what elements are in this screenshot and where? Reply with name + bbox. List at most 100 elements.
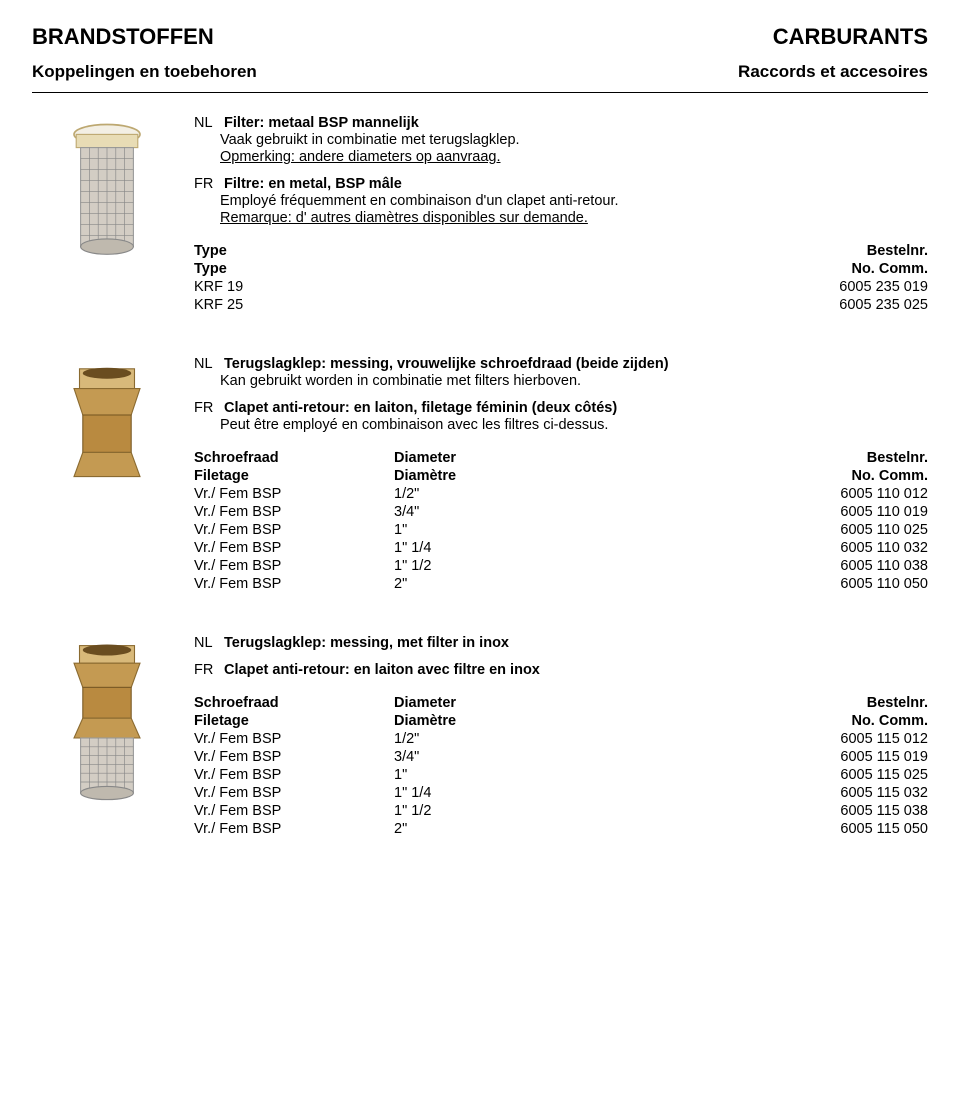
th-a: Type [194,260,394,278]
td-c: 6005 110 038 [788,557,928,575]
td-b: 1" [394,521,788,539]
td-c: 6005 110 019 [788,503,928,521]
table-header-row: Type No. Comm. [194,260,928,278]
td-c: 6005 110 050 [788,575,928,593]
nl-desc-line: Opmerking: andere diameters op aanvraag. [194,149,928,165]
td-b [394,296,788,314]
header-left-title: BRANDSTOFFEN [32,24,214,50]
td-a: Vr./ Fem BSP [194,557,394,575]
table-row: KRF 25 6005 235 025 [194,296,928,314]
th-a: Type [194,242,394,260]
filter-mesh-icon [52,119,162,262]
lang-prefix-fr: FR [194,176,220,192]
lang-prefix-nl: NL [194,635,220,651]
th-c: Bestelnr. [788,694,928,712]
th-a: Schroefraad [194,449,394,467]
td-b: 1" 1/2 [394,557,788,575]
td-b [394,278,788,296]
td-c: 6005 110 012 [788,485,928,503]
th-b: Diameter [394,449,788,467]
table-row: Vr./ Fem BSP1"6005 115 025 [194,766,928,784]
table-row: Vr./ Fem BSP1/2"6005 110 012 [194,485,928,503]
table-header-row: Schroefraad Diameter Bestelnr. [194,694,928,712]
td-b: 1" 1/2 [394,802,788,820]
page-subheader: Koppelingen en toebehoren Raccords et ac… [32,62,928,82]
td-a: Vr./ Fem BSP [194,748,394,766]
nl-title: Terugslagklep: messing, vrouwelijke schr… [224,356,669,372]
nl-title-line: NL Filter: metaal BSP mannelijk [194,115,928,131]
td-a: Vr./ Fem BSP [194,485,394,503]
td-c: 6005 235 019 [788,278,928,296]
table-header-row: Filetage Diamètre No. Comm. [194,467,928,485]
lang-prefix-fr: FR [194,662,220,678]
th-a: Filetage [194,467,394,485]
table-row: Vr./ Fem BSP2"6005 115 050 [194,820,928,838]
subheader-left: Koppelingen en toebehoren [32,62,257,82]
td-c: 6005 115 050 [788,820,928,838]
td-c: 6005 115 038 [788,802,928,820]
product-section: NL Terugslagklep: messing, met filter in… [32,635,928,838]
nl-title: Terugslagklep: messing, met filter in in… [224,635,509,651]
fr-title: Clapet anti-retour: en laiton avec filtr… [224,662,540,678]
table-row: KRF 19 6005 235 019 [194,278,928,296]
td-a: Vr./ Fem BSP [194,575,394,593]
nl-title: Filter: metaal BSP mannelijk [224,115,419,131]
product-text-col: NL Filter: metaal BSP mannelijk Vaak geb… [182,115,928,314]
th-b: Diamètre [394,467,788,485]
lang-prefix-nl: NL [194,356,220,372]
td-a: KRF 19 [194,278,394,296]
td-b: 2" [394,820,788,838]
th-c: Bestelnr. [788,242,928,260]
fr-desc-line: Peut être employé en combinaison avec le… [194,417,928,433]
td-c: 6005 115 025 [788,766,928,784]
product-image-col [32,356,182,593]
td-c: 6005 235 025 [788,296,928,314]
lang-prefix-fr: FR [194,400,220,416]
table-header-row: Filetage Diamètre No. Comm. [194,712,928,730]
td-a: Vr./ Fem BSP [194,730,394,748]
td-b: 2" [394,575,788,593]
td-a: Vr./ Fem BSP [194,766,394,784]
fr-title-line: FR Clapet anti-retour: en laiton avec fi… [194,662,928,678]
header-right-title: CARBURANTS [773,24,928,50]
product-text-col: NL Terugslagklep: messing, vrouwelijke s… [182,356,928,593]
td-b: 1" 1/4 [394,539,788,557]
td-a: Vr./ Fem BSP [194,503,394,521]
product-text-col: NL Terugslagklep: messing, met filter in… [182,635,928,838]
table-row: Vr./ Fem BSP1/2"6005 115 012 [194,730,928,748]
product-table: Type Bestelnr. Type No. Comm. KRF 19 600… [194,242,928,314]
header-divider [32,92,928,93]
brass-valve-mesh-icon [52,639,162,804]
product-table: Schroefraad Diameter Bestelnr. Filetage … [194,694,928,838]
th-c: No. Comm. [788,712,928,730]
td-a: Vr./ Fem BSP [194,784,394,802]
td-c: 6005 115 032 [788,784,928,802]
fr-title: Filtre: en metal, BSP mâle [224,176,402,192]
product-section: NL Filter: metaal BSP mannelijk Vaak geb… [32,115,928,314]
td-a: Vr./ Fem BSP [194,521,394,539]
td-b: 1/2" [394,730,788,748]
td-b: 1/2" [394,485,788,503]
table-header-row: Schroefraad Diameter Bestelnr. [194,449,928,467]
table-row: Vr./ Fem BSP1" 1/46005 110 032 [194,539,928,557]
th-b [394,242,788,260]
td-a: Vr./ Fem BSP [194,802,394,820]
subheader-right: Raccords et accesoires [738,62,928,82]
table-row: Vr./ Fem BSP1" 1/46005 115 032 [194,784,928,802]
td-b: 1" 1/4 [394,784,788,802]
th-a: Schroefraad [194,694,394,712]
td-c: 6005 115 019 [788,748,928,766]
fr-desc-line: Employé fréquemment en combinaison d'un … [194,193,928,209]
product-image-col [32,115,182,314]
th-c: Bestelnr. [788,449,928,467]
td-c: 6005 110 025 [788,521,928,539]
th-c: No. Comm. [788,260,928,278]
td-b: 3/4" [394,503,788,521]
th-c: No. Comm. [788,467,928,485]
page-header: BRANDSTOFFEN CARBURANTS [32,24,928,50]
th-b: Diamètre [394,712,788,730]
td-a: KRF 25 [194,296,394,314]
td-c: 6005 115 012 [788,730,928,748]
table-row: Vr./ Fem BSP2"6005 110 050 [194,575,928,593]
td-b: 3/4" [394,748,788,766]
